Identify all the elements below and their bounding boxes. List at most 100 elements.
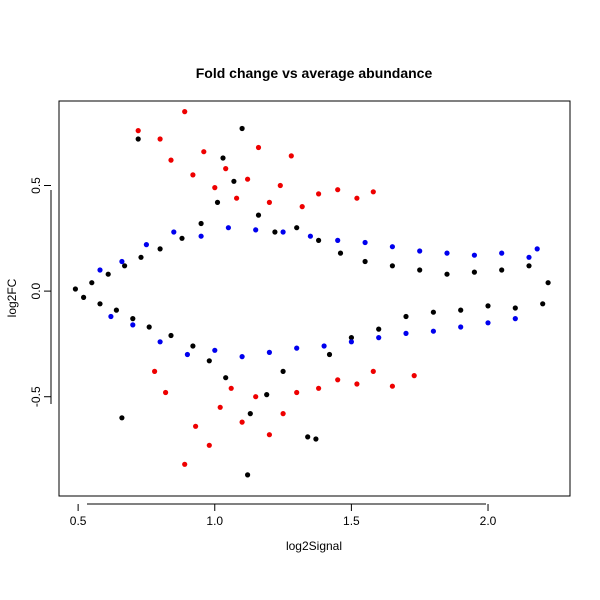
data-point <box>163 389 169 396</box>
data-point <box>307 233 313 239</box>
data-point <box>130 316 136 322</box>
data-point <box>417 248 423 254</box>
data-point <box>130 322 136 328</box>
data-point <box>231 178 237 184</box>
data-point <box>239 354 245 360</box>
data-point <box>266 432 272 438</box>
x-tick-label: 0.5 <box>70 514 87 528</box>
data-point <box>370 189 376 195</box>
data-point <box>362 258 368 265</box>
data-point <box>335 237 341 243</box>
data-point <box>193 423 199 429</box>
data-point <box>157 136 163 142</box>
data-point <box>277 182 283 189</box>
data-point <box>214 199 221 205</box>
data-point <box>458 307 464 313</box>
data-point <box>143 242 149 248</box>
data-point <box>294 345 300 351</box>
data-point <box>190 172 196 178</box>
data-point <box>430 309 436 315</box>
data-point <box>526 263 532 269</box>
data-point <box>313 436 319 442</box>
data-point <box>545 280 551 286</box>
data-point <box>266 349 272 355</box>
data-point <box>97 267 103 273</box>
scatter-points <box>72 109 551 478</box>
x-tick-label: 1.0 <box>206 514 223 528</box>
data-point <box>239 125 245 132</box>
data-point <box>206 358 212 364</box>
data-point <box>201 149 207 155</box>
data-point <box>389 383 395 389</box>
data-point <box>72 286 78 292</box>
x-tick-label: 2.0 <box>480 514 497 528</box>
data-point <box>245 176 251 182</box>
y-tick-label: 0.0 <box>29 282 43 299</box>
data-point <box>157 339 163 345</box>
data-point <box>485 303 491 309</box>
data-point <box>108 313 114 320</box>
data-point <box>471 269 477 275</box>
data-point <box>316 237 322 243</box>
data-point <box>526 254 532 260</box>
data-point <box>316 191 322 197</box>
data-point <box>299 204 305 210</box>
y-axis: -0.5 0.0 0.5 <box>29 177 52 407</box>
data-point <box>105 271 111 277</box>
data-point <box>89 280 95 286</box>
data-point <box>280 411 286 417</box>
data-point <box>272 229 278 235</box>
data-point <box>354 381 360 387</box>
data-point <box>335 377 341 383</box>
data-point <box>288 153 294 159</box>
data-point <box>253 227 259 233</box>
data-point <box>239 419 245 425</box>
data-point <box>337 250 344 256</box>
data-point <box>370 368 376 374</box>
data-point <box>223 166 229 172</box>
data-point <box>168 332 174 339</box>
data-point <box>255 144 262 151</box>
data-point <box>247 411 253 417</box>
data-point <box>138 254 144 260</box>
data-point <box>223 375 229 381</box>
data-point <box>499 250 505 256</box>
data-point <box>253 394 259 400</box>
data-point <box>152 368 158 374</box>
data-point <box>444 250 450 256</box>
data-point <box>266 199 272 205</box>
data-point <box>512 316 518 322</box>
chart-title: Fold change vs average abundance <box>196 65 433 81</box>
y-axis-label: log2FC <box>5 278 19 317</box>
data-point <box>294 389 300 396</box>
data-point <box>220 155 226 161</box>
data-point <box>157 246 163 252</box>
data-point <box>234 195 240 201</box>
x-axis: 0.5 1.0 1.5 2.0 <box>70 503 497 528</box>
data-point <box>305 434 311 440</box>
data-point <box>225 225 231 231</box>
data-point <box>182 461 188 467</box>
data-point <box>184 351 190 358</box>
y-tick-label: -0.5 <box>29 386 43 407</box>
data-point <box>348 335 354 341</box>
data-point <box>198 220 204 227</box>
data-point <box>335 187 341 193</box>
data-point <box>190 343 196 349</box>
data-point <box>119 415 125 421</box>
data-point <box>403 330 409 336</box>
data-point <box>411 373 417 379</box>
data-point <box>212 347 218 353</box>
data-point <box>540 301 546 307</box>
data-point <box>321 343 327 349</box>
data-point <box>146 324 152 330</box>
data-point <box>255 212 262 218</box>
data-point <box>444 271 450 277</box>
data-point <box>135 136 141 142</box>
data-point <box>389 263 395 269</box>
data-point <box>485 320 491 326</box>
data-point <box>264 392 270 398</box>
data-point <box>280 229 286 235</box>
data-point <box>316 385 322 391</box>
